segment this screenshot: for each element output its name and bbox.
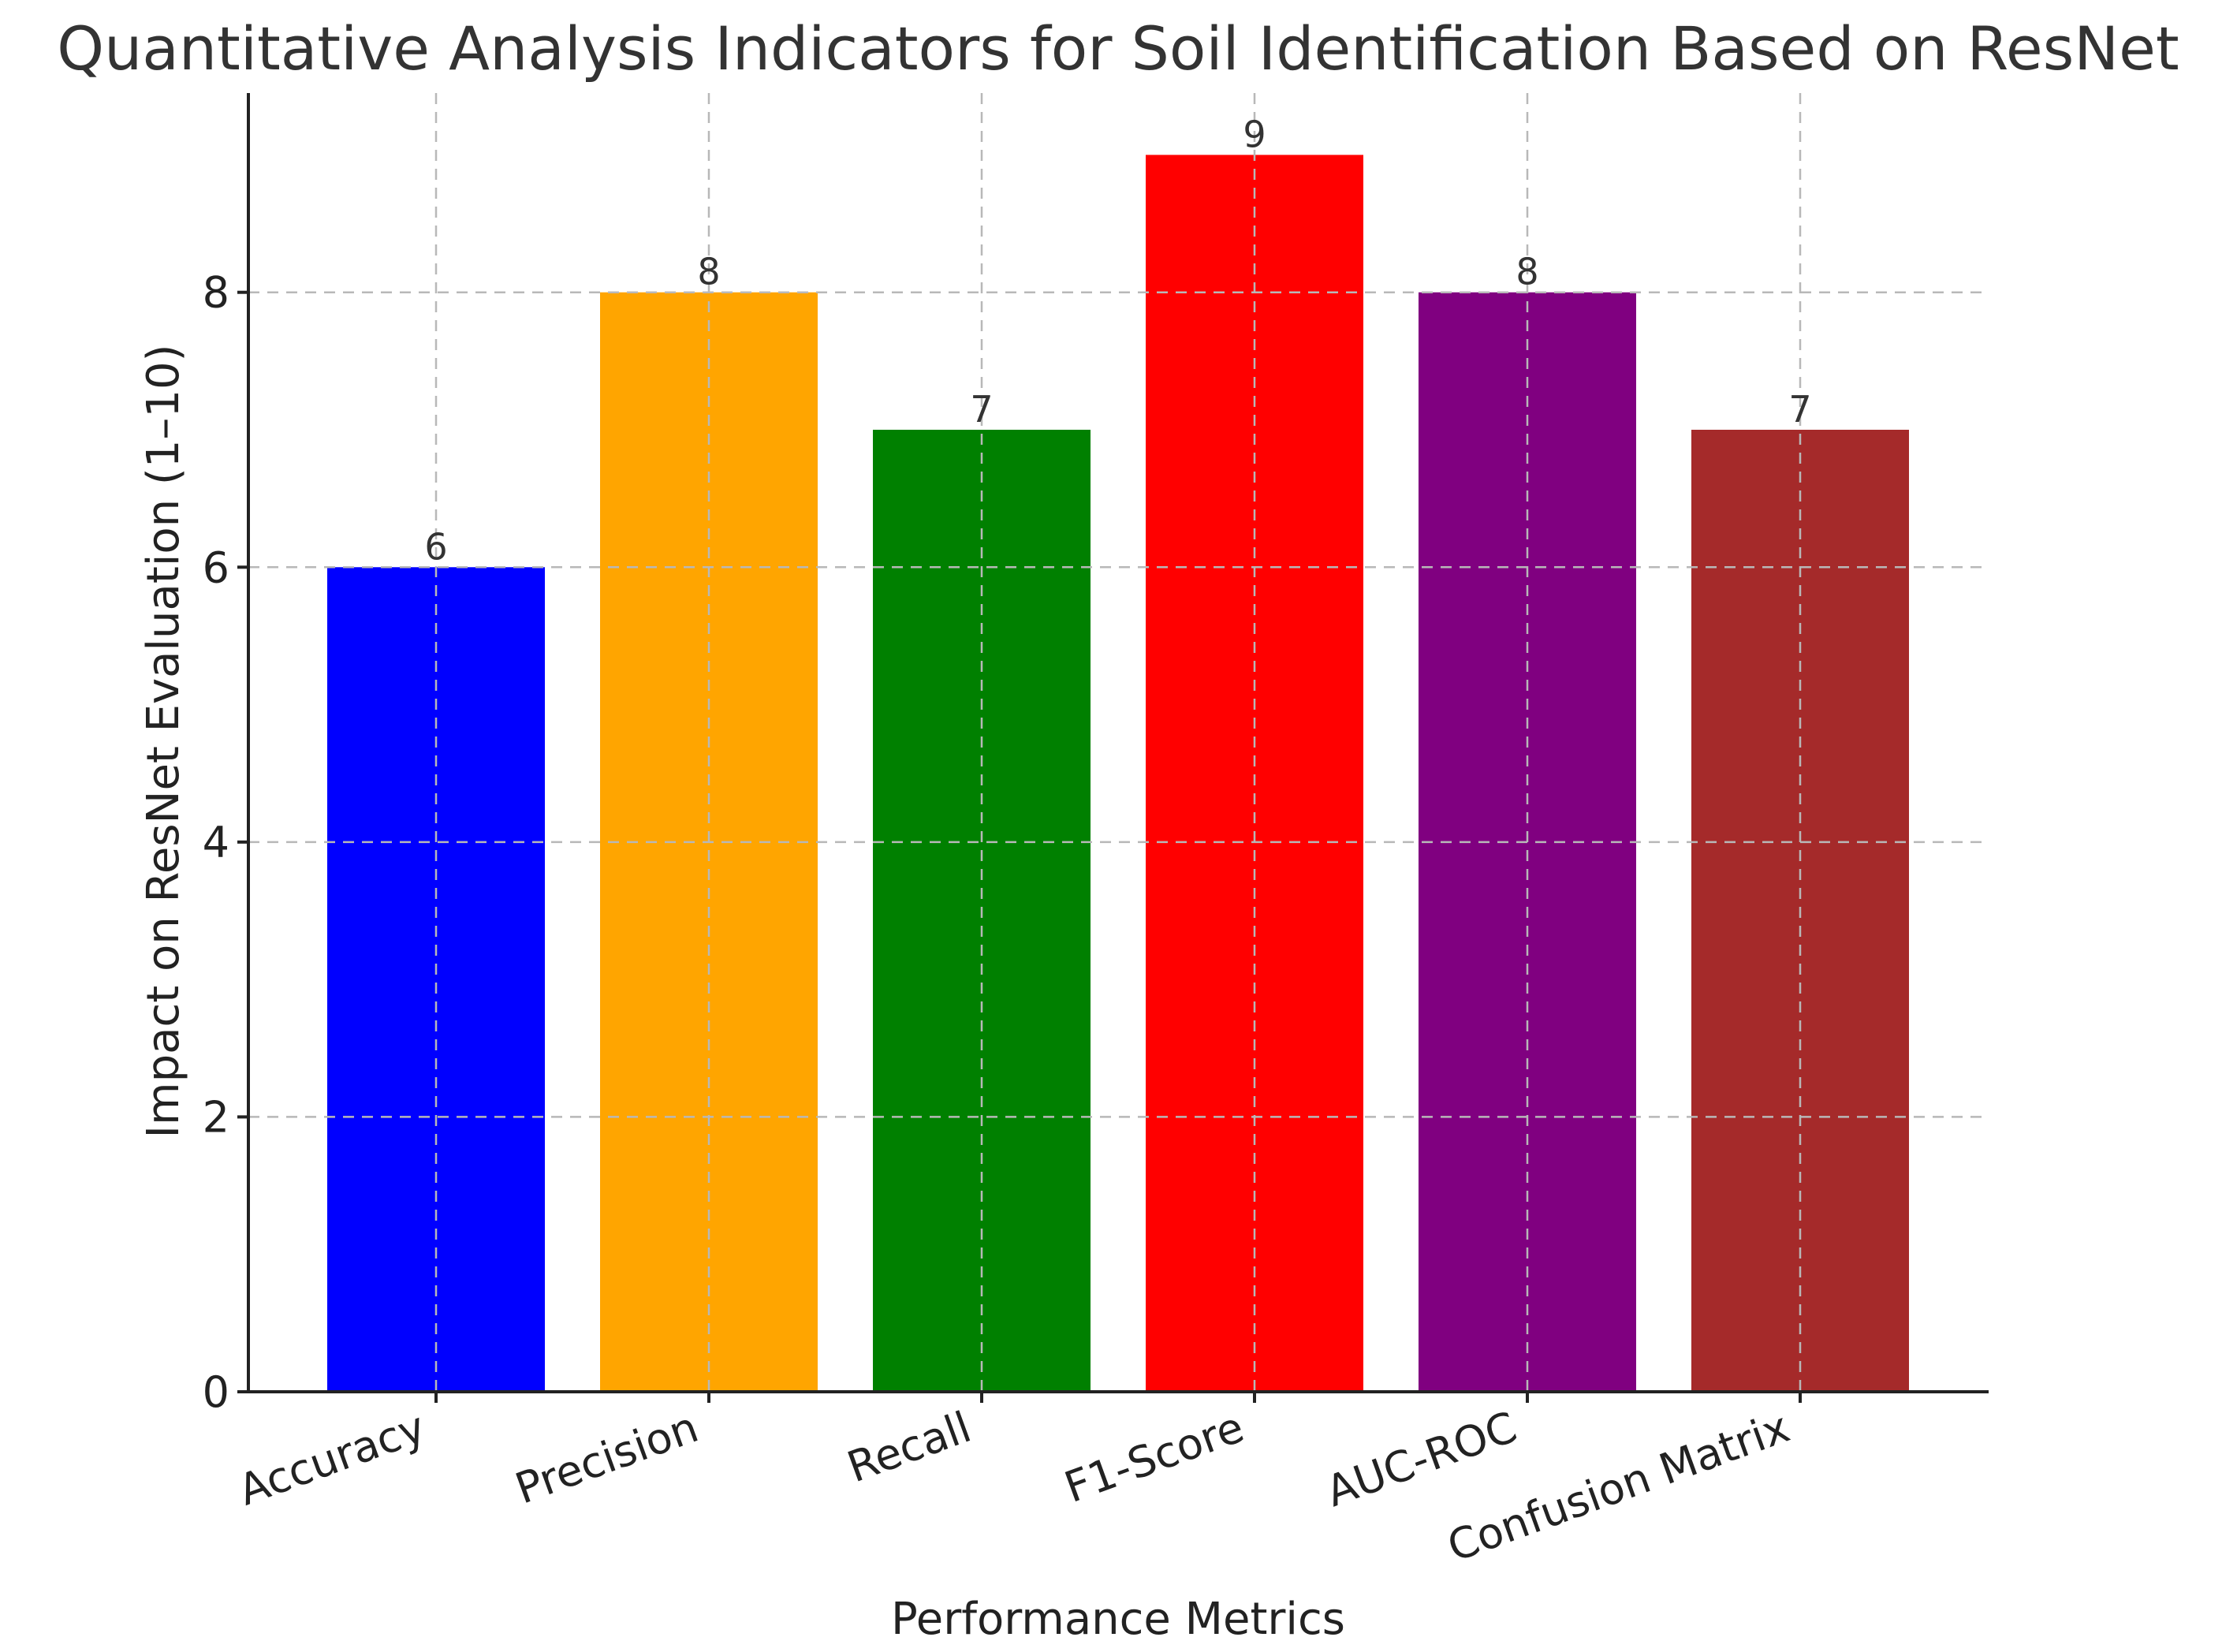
x-tick-label: Accuracy [232,1402,431,1516]
y-tick-label: 2 [203,1092,229,1142]
bar-value-label: 7 [1788,388,1811,431]
bar-value-label: 9 [1243,113,1266,155]
x-tick-label: F1-Score [1058,1402,1250,1512]
x-tick-label: Recall [841,1402,978,1492]
y-tick-label: 4 [203,818,229,867]
axes [237,93,1989,1403]
y-axis-title: Impact on ResNet Evaluation (1–10) [138,344,189,1138]
x-tick-label: AUC-ROC [1320,1402,1523,1516]
x-tick-label: Precision [509,1402,704,1514]
y-tick-label: 8 [203,268,229,318]
bar-value-label: 6 [424,525,447,568]
bars [248,93,1989,1393]
bar-value-label: 8 [1516,251,1538,293]
bar-value-label: 8 [697,251,720,293]
bar-value-label: 7 [970,388,993,431]
chart-title: Quantitative Analysis Indicators for Soi… [57,13,2179,84]
x-axis-title: Performance Metrics [891,1594,1345,1645]
y-tick-label: 6 [203,543,229,592]
y-tick-label: 0 [203,1367,229,1417]
